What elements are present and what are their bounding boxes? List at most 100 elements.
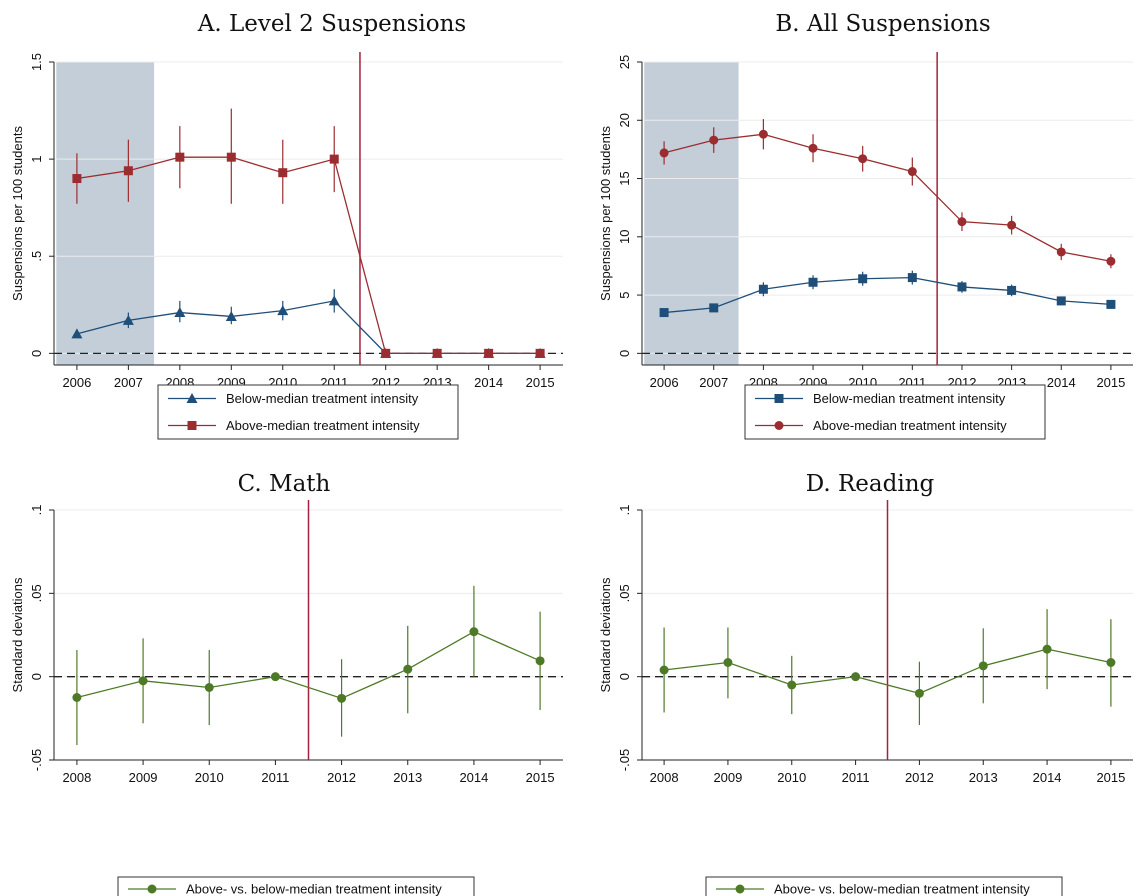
data-point: [1106, 299, 1116, 309]
legend-box: [157, 384, 459, 440]
data-point: [709, 303, 719, 313]
data-point: [270, 672, 280, 682]
x-tick-label: 2007: [699, 375, 728, 390]
data-series: [659, 270, 1116, 318]
data-point: [907, 167, 917, 177]
legend-marker: [186, 393, 198, 403]
data-point: [277, 305, 289, 316]
y-tick-label: .1: [29, 505, 44, 516]
chart-panel: B. All Suspensions 0 5 10 15 20 25 Suspensions …: [598, 11, 1133, 440]
data-point: [659, 665, 669, 675]
y-tick-label: 20: [617, 113, 632, 127]
data-point: [659, 308, 669, 318]
data-point: [122, 314, 134, 325]
data-point: [1106, 658, 1116, 667]
data-point: [403, 664, 413, 674]
legend-marker: [187, 421, 197, 430]
data-point: [138, 676, 148, 686]
data-point: [432, 348, 442, 358]
chart-title: D. Reading: [806, 471, 935, 497]
data-point: [484, 348, 494, 358]
data-point: [907, 273, 917, 283]
y-tick-label: 0: [29, 350, 44, 357]
data-point: [957, 282, 967, 292]
data-point: [808, 277, 818, 287]
legend-box: [705, 876, 1063, 896]
y-tick-label: .1: [617, 505, 632, 516]
legend-box: [744, 384, 1046, 440]
data-point: [328, 295, 340, 306]
chart-panel: A. Level 2 Suspensions 0 .5 1 1.5 Suspensions…: [10, 11, 563, 440]
legend: Below-median treatment intensity Above-me…: [744, 384, 1046, 440]
series-line: [76, 156, 541, 354]
x-tick-label: 2015: [1096, 375, 1125, 390]
x-tick-label: 2013: [393, 770, 422, 785]
data-point: [329, 154, 339, 164]
data-point: [851, 672, 861, 682]
y-tick-label: 1.5: [29, 53, 44, 71]
series-line: [664, 276, 1111, 314]
data-series: [659, 609, 1116, 725]
x-tick-label: 2014: [459, 770, 488, 785]
x-tick-label: 2010: [195, 770, 224, 785]
data-point: [858, 274, 868, 284]
y-axis-title: Suspensions per 100 students: [598, 126, 613, 301]
data-point: [278, 168, 288, 178]
y-axis-title: Standard deviations: [10, 577, 25, 692]
legend: Below-median treatment intensity Above-me…: [157, 384, 459, 440]
x-tick-label: 2011: [842, 770, 870, 785]
x-tick-label: 2009: [713, 770, 742, 785]
data-point: [71, 328, 83, 339]
x-tick-label: 2007: [114, 375, 143, 390]
y-tick-label: -.05: [29, 749, 44, 771]
legend-marker: [774, 394, 784, 403]
shaded-period: [56, 62, 155, 365]
data-point: [204, 683, 214, 692]
x-tick-label: 2009: [129, 770, 158, 785]
data-point: [1042, 644, 1052, 654]
legend-box: [117, 876, 475, 896]
y-tick-label: 0: [617, 350, 632, 357]
x-tick-label: 2015: [1096, 770, 1125, 785]
series-line: [663, 133, 1112, 262]
legend-label: Below-median treatment intensity: [813, 391, 1006, 406]
y-tick-label: .5: [29, 251, 44, 262]
x-tick-label: 2013: [969, 770, 998, 785]
series-line: [76, 630, 541, 700]
y-axis-title: Standard deviations: [598, 577, 613, 692]
legend-label: Above-median treatment intensity: [226, 418, 420, 433]
chart-title: B. All Suspensions: [775, 11, 990, 37]
data-point: [1056, 247, 1066, 257]
legend-label: Below-median treatment intensity: [226, 391, 419, 406]
data-point: [535, 656, 545, 666]
data-point: [758, 129, 768, 139]
data-point: [123, 166, 133, 176]
data-point: [808, 143, 818, 153]
legend: Above- vs. below-median treatment intens…: [117, 876, 475, 896]
data-point: [337, 693, 347, 703]
y-tick-label: -.05: [617, 749, 632, 771]
legend-marker: [774, 421, 784, 430]
data-point: [723, 658, 733, 667]
x-tick-label: 2006: [650, 375, 679, 390]
y-tick-label: 0: [617, 673, 632, 680]
data-point: [709, 135, 719, 145]
y-tick-label: 10: [617, 230, 632, 244]
y-tick-label: .05: [617, 584, 632, 602]
data-point: [787, 680, 797, 690]
chart-title: A. Level 2 Suspensions: [197, 11, 466, 37]
chart-title: C. Math: [238, 471, 331, 497]
data-point: [72, 693, 82, 702]
data-point: [535, 348, 545, 358]
data-point: [72, 174, 82, 184]
data-point: [226, 152, 236, 162]
data-point: [175, 152, 185, 162]
data-series: [659, 119, 1116, 269]
y-tick-label: 15: [617, 171, 632, 185]
x-tick-label: 2011: [261, 770, 289, 785]
shaded-period: [644, 62, 739, 365]
series-line: [664, 648, 1112, 695]
legend-marker: [147, 884, 157, 894]
data-point: [469, 627, 479, 637]
